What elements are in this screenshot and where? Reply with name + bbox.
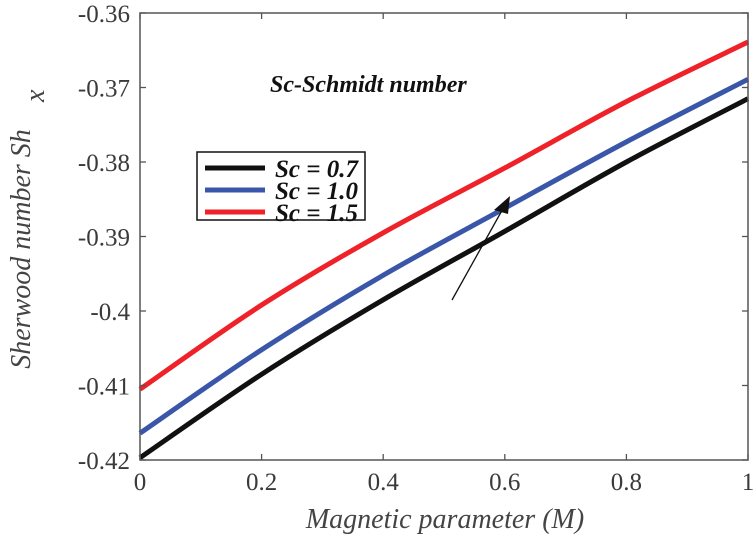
x-axis-label: Magnetic parameter (M) <box>305 504 584 535</box>
y-tick-label: -0.39 <box>78 225 130 252</box>
y-tick-label: -0.4 <box>90 299 130 326</box>
legend-label: Sc = 0.7 <box>275 156 359 183</box>
x-tick-label: 0 <box>134 469 147 496</box>
x-tick-label: 0.2 <box>246 469 277 496</box>
y-axis-label: Sherwood number Sh <box>6 129 37 369</box>
series-line-1 <box>138 96 750 460</box>
y-axis-label-subscript: x <box>20 89 51 103</box>
x-tick-label: 1 <box>742 469 755 496</box>
legend-label: Sc = 1.5 <box>275 200 358 227</box>
series-line-2 <box>138 77 750 436</box>
x-tick-label: 0.8 <box>611 469 642 496</box>
y-tick-label: -0.36 <box>78 1 130 28</box>
y-tick-label: -0.37 <box>78 76 130 103</box>
y-tick-label: -0.42 <box>78 448 130 475</box>
y-tick-label: -0.41 <box>78 374 130 401</box>
annotation-arrow <box>451 196 510 301</box>
legend-label: Sc = 1.0 <box>275 178 358 205</box>
y-tick-label: -0.38 <box>78 150 130 177</box>
x-tick-label: 0.6 <box>489 469 520 496</box>
legend: Sc = 0.7Sc = 1.0Sc = 1.5 <box>196 151 366 227</box>
series-line-3 <box>138 39 750 392</box>
annotation-text: Sc-Schmidt number <box>270 72 467 98</box>
x-tick-label: 0.4 <box>368 469 400 496</box>
